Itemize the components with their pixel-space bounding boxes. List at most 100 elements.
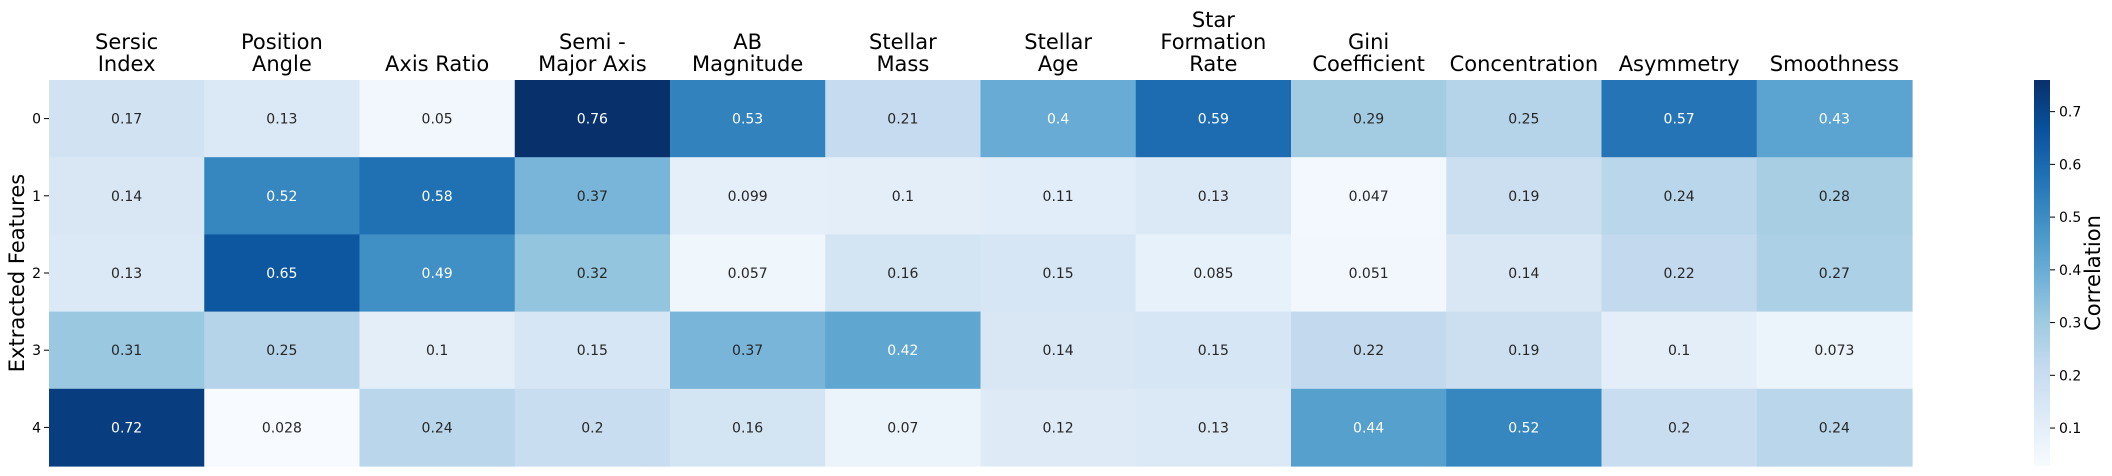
cell-value-label: 0.05	[422, 112, 453, 128]
heatmap-cell	[204, 311, 361, 390]
y-axis-title: Extracted Features	[5, 174, 29, 372]
heatmap-cell	[359, 234, 516, 313]
cell-value-label: 0.16	[887, 266, 918, 282]
column-label: Stellar	[1024, 30, 1092, 54]
cell-value-label: 0.047	[1349, 189, 1389, 205]
heatmap-cell	[670, 388, 826, 467]
colorbar-tick-label: 0.4	[2059, 263, 2081, 279]
cell-value-label: 0.19	[1508, 343, 1539, 359]
heatmap-cell	[49, 80, 205, 158]
heatmap-cell	[359, 311, 516, 390]
heatmap-cell	[49, 311, 205, 390]
cell-value-label: 0.24	[1664, 189, 1695, 205]
cell-value-label: 0.24	[1819, 420, 1850, 436]
cell-value-label: 0.21	[887, 112, 918, 128]
column-label: Star	[1192, 8, 1235, 32]
cell-value-label: 0.099	[728, 189, 768, 205]
row-label: 4	[32, 420, 41, 436]
column-label: Major Axis	[538, 52, 647, 76]
cell-value-label: 0.14	[111, 189, 142, 205]
cell-value-label: 0.72	[111, 420, 142, 436]
cell-value-label: 0.1	[892, 189, 914, 205]
cell-value-label: 0.14	[1043, 343, 1074, 359]
column-label: Magnitude	[692, 52, 803, 76]
heatmap-cell	[1756, 80, 1913, 158]
cell-value-label: 0.22	[1664, 266, 1695, 282]
column-label: Gini	[1348, 30, 1389, 54]
cell-value-label: 0.073	[1814, 343, 1854, 359]
cell-value-label: 0.085	[1193, 266, 1233, 282]
cell-value-label: 0.15	[1043, 266, 1074, 282]
cell-value-label: 0.31	[111, 343, 142, 359]
column-label: Smoothness	[1770, 52, 1899, 76]
cell-value-label: 0.37	[577, 189, 608, 205]
heatmap-cell	[980, 157, 1137, 235]
heatmap-cell	[49, 157, 205, 235]
heatmap-cell	[514, 311, 671, 390]
row-label: 1	[32, 189, 41, 205]
row-label: 2	[32, 266, 41, 282]
heatmap-cell	[1756, 157, 1913, 235]
cell-value-label: 0.12	[1043, 420, 1074, 436]
column-label: AB	[733, 30, 762, 54]
cell-value-label: 0.4	[1047, 112, 1069, 128]
heatmap-cell	[514, 157, 671, 235]
cell-value-label: 0.58	[422, 189, 453, 205]
heatmap-cell	[825, 157, 982, 235]
cell-value-label: 0.13	[111, 266, 142, 282]
colorbar-tick-label: 0.2	[2059, 368, 2081, 384]
heatmap-cell	[825, 311, 982, 390]
column-label: Mass	[876, 52, 929, 76]
cell-value-label: 0.28	[1819, 189, 1850, 205]
cell-value-label: 0.32	[577, 266, 608, 282]
column-label: Angle	[252, 52, 312, 76]
heatmap-cell	[204, 388, 361, 467]
heatmap-cell	[1291, 388, 1447, 467]
heatmap-cell	[1756, 234, 1913, 313]
cell-value-label: 0.57	[1664, 112, 1695, 128]
heatmap-cell	[980, 388, 1137, 467]
cell-value-label: 0.52	[1508, 420, 1539, 436]
cell-value-label: 0.25	[266, 343, 297, 359]
heatmap-cell	[825, 234, 982, 313]
cell-value-label: 0.53	[732, 112, 763, 128]
heatmap-cell	[359, 80, 516, 158]
heatmap-cell	[204, 157, 361, 235]
heatmap-cell	[1446, 234, 1603, 313]
cell-value-label: 0.22	[1353, 343, 1384, 359]
colorbar-title: Correlation	[2081, 215, 2105, 331]
heatmap-cell	[980, 234, 1137, 313]
cell-value-label: 0.1	[1668, 343, 1690, 359]
heatmap-cell	[1446, 388, 1603, 467]
heatmap-cell	[1135, 80, 1292, 158]
heatmap-cell	[1135, 234, 1292, 313]
cell-value-label: 0.43	[1819, 112, 1850, 128]
cell-value-label: 0.59	[1198, 112, 1229, 128]
heatmap-cell	[204, 80, 361, 158]
column-label: Formation	[1160, 30, 1266, 54]
cell-value-label: 0.15	[577, 343, 608, 359]
cell-value-label: 0.29	[1353, 112, 1384, 128]
heatmap-cell	[1135, 388, 1292, 467]
cell-value-label: 0.11	[1043, 189, 1074, 205]
heatmap-cell	[514, 80, 671, 158]
cell-value-label: 0.49	[422, 266, 453, 282]
heatmap-cell	[980, 311, 1137, 390]
colorbar-tick-label: 0.6	[2059, 157, 2081, 173]
cell-value-label: 0.44	[1353, 420, 1384, 436]
cell-value-label: 0.057	[728, 266, 768, 282]
cell-value-label: 0.1	[426, 343, 448, 359]
heatmap-cell	[1756, 388, 1913, 467]
column-label: Coefficient	[1312, 52, 1425, 76]
column-label: Axis Ratio	[385, 52, 489, 76]
cell-value-label: 0.17	[111, 112, 142, 128]
cell-value-label: 0.13	[1198, 189, 1229, 205]
heatmap-cell	[514, 234, 671, 313]
heatmap-cell	[825, 80, 982, 158]
cell-value-label: 0.65	[266, 266, 297, 282]
heatmap-cell	[825, 388, 982, 467]
heatmap-cell	[1291, 80, 1447, 158]
heatmap-cell	[1291, 311, 1447, 390]
cell-value-label: 0.25	[1508, 112, 1539, 128]
